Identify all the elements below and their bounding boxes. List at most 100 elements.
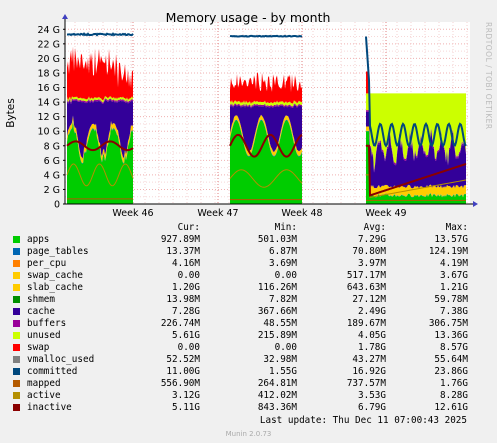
y-axis-arrow — [62, 14, 68, 19]
legend-cur: 5.61G — [172, 330, 200, 341]
legend-max: 8.28G — [440, 390, 468, 401]
munin-version: Munin 2.0.73 — [225, 430, 272, 438]
y-tick-label: 12 G — [38, 112, 60, 123]
y-tick-label: 14 G — [38, 98, 60, 109]
legend-row-vmalloc-used: vmalloc_used 52.52M 32.98M 43.27M 55.64M — [0, 354, 497, 366]
area-apps — [366, 131, 466, 204]
legend-row-unused: unused 5.61G 215.89M 4.05G 13.36G — [0, 330, 497, 342]
legend-cur: 1.20G — [172, 282, 200, 293]
y-axis-label: Bytes — [5, 98, 17, 127]
legend-cur: 226.74M — [160, 318, 200, 329]
legend-swatch — [13, 260, 20, 267]
legend-swatch — [13, 284, 20, 291]
legend-row-shmem: shmem 13.98M 7.82M 27.12M 59.78M — [0, 294, 497, 306]
legend-swatch — [13, 320, 20, 327]
legend-cur: 52.52M — [166, 354, 200, 365]
legend-swatch — [13, 308, 20, 315]
y-tick-label: 0 — [54, 200, 60, 211]
legend-row-swap-cache: swap_cache 0.00 0.00 517.17M 3.67G — [0, 270, 497, 282]
legend-name: unused — [27, 330, 61, 341]
y-tick-label: 24 G — [38, 25, 60, 36]
legend-cur: 4.16M — [172, 258, 200, 269]
legend-row-apps: apps 927.89M 501.03M 7.29G 13.57G — [0, 234, 497, 246]
line-committed — [365, 36, 467, 148]
legend-swatch — [13, 296, 20, 303]
legend-row-inactive: inactive 5.11G 843.36M 6.79G 12.61G — [0, 402, 497, 414]
area-unused — [67, 96, 133, 103]
legend-cur: 3.12G — [172, 390, 200, 401]
x-axis-arrow — [473, 201, 478, 207]
line-active — [366, 174, 467, 199]
legend-name: swap — [27, 342, 50, 353]
y-tick-label: 22 G — [38, 39, 60, 50]
legend-avg: 643.63M — [346, 282, 386, 293]
legend-avg: 1.78G — [358, 342, 386, 353]
legend-row-per-cpu: per_cpu 4.16M 3.69M 3.97M 4.19M — [0, 258, 497, 270]
legend-min: 32.98M — [263, 354, 297, 365]
y-tick-label: 8 G — [44, 141, 60, 152]
area-slab-cache — [230, 114, 302, 156]
legend-swatch — [13, 380, 20, 387]
area-apps — [230, 120, 302, 204]
x-tick-label: Week 49 — [365, 208, 406, 219]
legend-name: per_cpu — [27, 258, 67, 269]
legend-max: 13.36G — [434, 330, 468, 341]
legend-swatch — [13, 344, 20, 351]
legend-header: Cur: Min: Avg: Max: — [0, 222, 497, 234]
area-unused — [230, 100, 302, 107]
legend-cur: 13.98M — [166, 294, 200, 305]
area-buffers — [230, 102, 302, 109]
legend-cur: 7.28G — [172, 306, 200, 317]
legend-name: committed — [27, 366, 78, 377]
y-tick-label: 10 G — [38, 127, 60, 138]
legend-max: 124.19M — [428, 246, 468, 257]
legend-avg: 70.80M — [352, 246, 386, 257]
legend-min: 367.66M — [257, 306, 297, 317]
legend-max: 1.76G — [440, 378, 468, 389]
area-slab-cache — [366, 126, 466, 198]
legend-avg: 2.49G — [358, 306, 386, 317]
legend-cur: 0.00 — [177, 270, 200, 281]
line-active — [66, 163, 134, 187]
legend-name: cache — [27, 306, 55, 317]
legend-swatch — [13, 404, 20, 411]
legend-min: 3.69M — [269, 258, 297, 269]
legend-avg: 43.27M — [352, 354, 386, 365]
legend-max: 55.64M — [434, 354, 468, 365]
legend-swatch — [13, 248, 20, 255]
legend-max: 8.57G — [440, 342, 468, 353]
x-tick-labels: Week 46 Week 47 Week 48 Week 49 — [112, 208, 406, 219]
legend-min: 412.02M — [257, 390, 297, 401]
legend-name: apps — [27, 234, 50, 245]
legend-name: swap_cache — [27, 270, 83, 281]
legend-cur: 13.37M — [166, 246, 200, 257]
legend-swatch — [13, 392, 20, 399]
legend-row-page-tables: page_tables 13.37M 6.87M 70.80M 124.19M — [0, 246, 497, 258]
legend-name: inactive — [27, 402, 72, 413]
area-swap — [67, 46, 133, 101]
legend-max: 306.75M — [428, 318, 468, 329]
legend-max: 1.21G — [440, 282, 468, 293]
legend-cur: 5.11G — [172, 402, 200, 413]
legend-min: 501.03M — [257, 234, 297, 245]
legend-min: 7.82M — [269, 294, 297, 305]
legend-name: active — [27, 390, 61, 401]
legend-max: 3.67G — [440, 270, 468, 281]
legend-row-slab-cache: slab_cache 1.20G 116.26M 643.63M 1.21G — [0, 282, 497, 294]
legend-swatch — [13, 236, 20, 243]
y-tick-label: 6 G — [44, 156, 60, 167]
legend-min: 0.00 — [274, 342, 297, 353]
line-inactive — [366, 144, 467, 197]
x-tick-label: Week 46 — [112, 208, 153, 219]
y-tick-label: 20 G — [38, 54, 60, 65]
legend-min: 116.26M — [257, 282, 297, 293]
legend-swatch — [13, 332, 20, 339]
legend-name: vmalloc_used — [27, 354, 95, 365]
legend-min: 215.89M — [257, 330, 297, 341]
legend-name: page_tables — [27, 246, 89, 257]
area-cache — [230, 104, 302, 153]
legend-avg: 3.97M — [358, 258, 386, 269]
y-tick-label: 2 G — [44, 185, 60, 196]
legend-avg: 3.53G — [358, 390, 386, 401]
